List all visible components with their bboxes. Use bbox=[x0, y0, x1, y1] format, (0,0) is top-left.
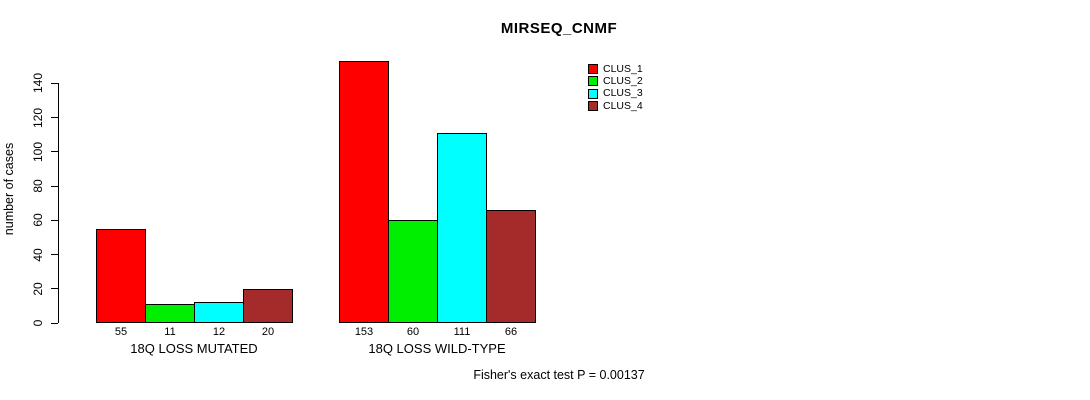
legend-row: CLUS_1 bbox=[588, 64, 643, 74]
bar-clus_2-group1 bbox=[145, 304, 195, 323]
bar-value-label: 66 bbox=[504, 326, 518, 338]
legend-label: CLUS_1 bbox=[603, 62, 643, 75]
legend-label: CLUS_4 bbox=[603, 99, 643, 112]
chart-title: MIRSEQ_CNMF bbox=[500, 20, 618, 37]
legend-row: CLUS_2 bbox=[588, 75, 643, 88]
bar-clus_3-group1 bbox=[194, 302, 244, 323]
legend-swatch-clus_2 bbox=[588, 76, 598, 87]
bar-clus_3-group2 bbox=[437, 133, 487, 323]
bar-clus_1-group2 bbox=[339, 61, 389, 323]
bar-clus_2-group2 bbox=[388, 220, 438, 323]
y-axis-tick bbox=[51, 82, 58, 84]
legend-label: CLUS_2 bbox=[603, 75, 643, 88]
category-label: 18Q LOSS MUTATED bbox=[130, 341, 258, 356]
bar-value-label: 60 bbox=[406, 326, 420, 338]
y-tick-label: 120 bbox=[31, 107, 45, 128]
legend-swatch-clus_3 bbox=[588, 88, 598, 99]
bar-clus_4-group2 bbox=[486, 210, 536, 323]
legend-swatch-clus_4 bbox=[588, 100, 598, 111]
legend-row: CLUS_3 bbox=[588, 87, 643, 100]
category-label: 18Q LOSS WILD-TYPE bbox=[368, 341, 506, 356]
legend-row: CLUS_4 bbox=[588, 101, 643, 111]
y-tick-label: 100 bbox=[31, 141, 45, 162]
bar-clus_4-group1 bbox=[243, 288, 293, 323]
legend: CLUS_1 CLUS_2 CLUS_3 CLUS_4 bbox=[588, 64, 643, 111]
bar-value-label: 153 bbox=[354, 326, 374, 338]
y-axis-tick bbox=[51, 185, 58, 187]
y-axis-tick bbox=[51, 322, 58, 324]
bar-value-label: 12 bbox=[212, 326, 226, 338]
bar-clus_1-group1 bbox=[96, 228, 146, 323]
y-tick-label: 80 bbox=[31, 179, 45, 193]
y-axis-tick bbox=[51, 219, 58, 221]
y-axis-tick bbox=[51, 117, 58, 119]
y-axis-tick bbox=[51, 151, 58, 153]
y-tick-label: 0 bbox=[31, 319, 45, 327]
annotation-text: Fisher's exact test P = 0.00137 bbox=[473, 368, 645, 382]
bar-value-label: 11 bbox=[164, 326, 176, 338]
y-tick-label: 40 bbox=[31, 247, 45, 262]
y-tick-label: 140 bbox=[31, 73, 45, 94]
y-axis-tick bbox=[51, 288, 58, 290]
y-axis-line bbox=[58, 83, 59, 323]
bar-value-label: 111 bbox=[453, 326, 471, 338]
y-tick-label: 60 bbox=[31, 213, 45, 228]
legend-swatch-clus_1 bbox=[588, 64, 598, 74]
y-axis-tick bbox=[51, 254, 58, 256]
y-tick-label: 20 bbox=[31, 282, 45, 296]
legend-label: CLUS_3 bbox=[603, 87, 643, 100]
bar-value-label: 55 bbox=[114, 326, 128, 338]
bar-value-label: 20 bbox=[261, 326, 275, 338]
